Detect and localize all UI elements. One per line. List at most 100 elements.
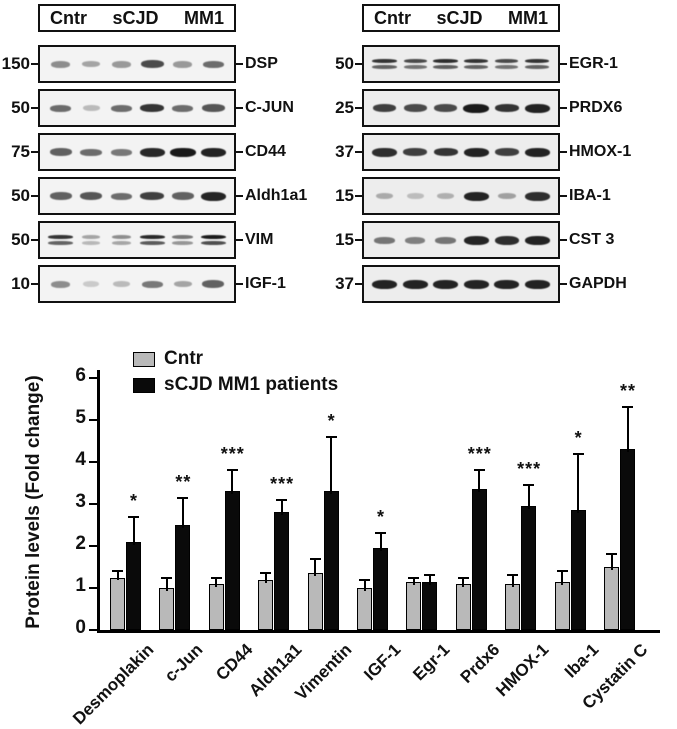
- label-tick: [560, 107, 567, 109]
- protein-band: [433, 279, 459, 289]
- blot-row: 75 CD44: [2, 130, 324, 174]
- protein-band: [525, 191, 550, 201]
- protein-band: [494, 148, 519, 156]
- header-cell: Cntr sCJD MM1: [38, 4, 236, 32]
- marker-tick: [355, 63, 362, 65]
- blot-panel-cell: [362, 221, 560, 259]
- marker-tick: [31, 283, 38, 285]
- marker-tick: [355, 107, 362, 109]
- error-bar-line: [527, 485, 530, 510]
- error-bar-cap: [260, 572, 272, 575]
- blot-label: DSP: [245, 55, 278, 72]
- molecular-weight-marker: 50: [2, 186, 38, 206]
- error-bar-line: [379, 533, 382, 552]
- significance-label: ***: [517, 459, 542, 480]
- label-tick: [236, 239, 243, 241]
- blot-label-cell: IBA-1: [560, 187, 664, 205]
- blot-lane: [78, 192, 104, 200]
- marker-tick: [31, 63, 38, 65]
- protein-band: [139, 235, 165, 239]
- blot-lane: [139, 280, 165, 288]
- blot-lane: [109, 235, 135, 245]
- protein-band: [463, 147, 489, 157]
- protein-band: [140, 104, 165, 112]
- blot-row: 25 PRDX6: [326, 86, 664, 130]
- protein-band: [139, 241, 165, 245]
- blot-lane: [494, 104, 520, 112]
- blot-panel-cell: [38, 265, 236, 303]
- blot-lane: [402, 148, 428, 156]
- protein-band: [140, 60, 164, 68]
- blot-row: 37 HMOX-1: [326, 130, 664, 174]
- protein-band: [403, 59, 427, 63]
- protein-band: [202, 280, 225, 288]
- y-tick-label: 3: [75, 491, 86, 512]
- marker-label: 150: [1, 54, 30, 73]
- blot-lane: [433, 104, 459, 112]
- blot-lane: [139, 147, 165, 157]
- blot-row: 15 IBA-1: [326, 174, 664, 218]
- protein-band: [171, 192, 194, 200]
- bar-control: [455, 583, 471, 630]
- significance-label: *: [129, 490, 138, 511]
- protein-band: [494, 279, 520, 289]
- blot-label-cell: GAPDH: [560, 275, 664, 293]
- blot-panel: [362, 177, 560, 215]
- blot-lane: [109, 148, 135, 156]
- protein-band: [111, 235, 132, 239]
- blot-panel: [38, 133, 236, 171]
- error-bar-cap: [556, 570, 568, 573]
- blot-lane: [109, 104, 135, 112]
- error-bar-line: [215, 577, 218, 587]
- bar-patient: [224, 491, 240, 630]
- protein-band: [82, 105, 100, 111]
- blot-lane: [170, 104, 196, 112]
- significance-label: *: [327, 410, 336, 431]
- blot-row: 37 GAPDH: [326, 262, 664, 306]
- y-axis-title: Protein levels (Fold change): [23, 375, 44, 629]
- protein-band: [81, 235, 101, 239]
- error-bar-cap: [309, 557, 321, 560]
- y-tick-mark: [89, 503, 97, 505]
- protein-band: [524, 147, 550, 157]
- marker-label: 10: [11, 274, 30, 293]
- blot-lane: [524, 59, 550, 69]
- marker-label: 15: [335, 230, 354, 249]
- protein-band: [173, 60, 193, 68]
- y-tick-mark: [89, 545, 97, 547]
- blot-panel-cell: [38, 45, 236, 83]
- blot-label-cell: HMOX-1: [560, 143, 664, 161]
- blot-label-cell: DSP: [236, 55, 324, 73]
- blot-lane: [170, 60, 196, 68]
- protein-band: [140, 192, 165, 200]
- bar-patient: [570, 510, 586, 630]
- error-bar-line: [478, 470, 481, 493]
- blot-label: GAPDH: [569, 275, 627, 292]
- blot-lane: [463, 103, 490, 113]
- protein-band: [433, 59, 458, 63]
- marker-tick: [355, 239, 362, 241]
- blot-lane: [170, 192, 196, 200]
- protein-band: [372, 65, 397, 69]
- blot-lane: [494, 148, 520, 156]
- blot-lane: [433, 279, 459, 289]
- error-bar-cap: [473, 469, 485, 472]
- blot-label-cell: CST 3: [560, 231, 664, 249]
- marker-tick: [31, 195, 38, 197]
- protein-band: [436, 193, 455, 199]
- error-bar-cap: [523, 484, 535, 487]
- error-bar-cap: [424, 574, 436, 577]
- protein-band: [111, 241, 132, 245]
- blot-lane: [169, 147, 196, 157]
- blot-lane: [402, 236, 428, 244]
- y-tick-label: 6: [75, 365, 86, 386]
- blot-lane: [463, 191, 489, 201]
- blot-label: IBA-1: [569, 187, 611, 204]
- bar-control: [159, 588, 175, 630]
- bar-patient: [620, 449, 635, 630]
- protein-band: [139, 147, 165, 157]
- label-tick: [560, 195, 567, 197]
- bar-control: [307, 573, 323, 630]
- bar-control: [208, 583, 224, 630]
- blot-label: HMOX-1: [569, 143, 632, 160]
